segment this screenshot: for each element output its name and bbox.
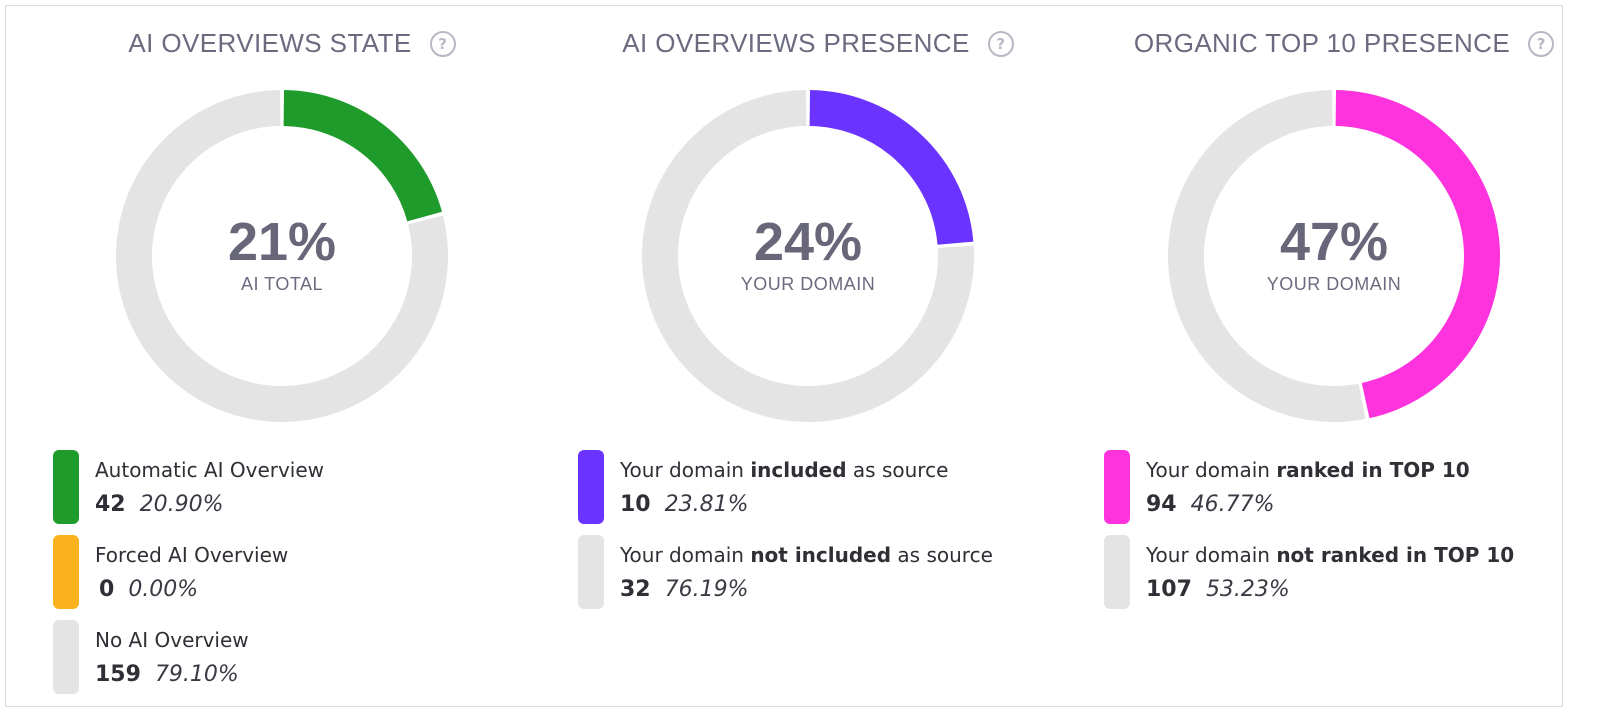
question-circle-icon[interactable]: ? <box>429 30 456 57</box>
legend-swatch <box>1104 535 1130 609</box>
legend-item[interactable]: Forced AI Overview 0 0.00% <box>53 535 533 620</box>
center-label: YOUR DOMAIN <box>740 274 876 294</box>
panel-organic-top-10-presence: ORGANIC TOP 10 PRESENCE ? 47% YOUR DOMAI… <box>1074 6 1600 706</box>
legend-label: Automatic AI Overview <box>95 458 325 482</box>
dashboard-card: AI OVERVIEWS STATE ? 21% AI TOTAL Automa… <box>5 5 1563 707</box>
donut-center: 21% AI TOTAL <box>152 212 412 295</box>
donut-chart <box>1168 90 1500 422</box>
legend-swatch <box>578 450 604 524</box>
legend-percent: 46.77% <box>1190 492 1275 517</box>
legend-label: Your domain included as source <box>620 458 949 482</box>
legend-swatch <box>1104 450 1130 524</box>
center-percent: 47% <box>1279 212 1389 272</box>
legend-label: Your domain not included as source <box>620 543 993 567</box>
panel-header: AI OVERVIEWS STATE ? <box>22 28 562 59</box>
legend-label: No AI Overview <box>95 628 249 652</box>
center-label: AI TOTAL <box>240 274 324 294</box>
legend-swatch <box>578 535 604 609</box>
legend-item[interactable]: Automatic AI Overview 42 20.90% <box>53 450 533 535</box>
panel-title: AI OVERVIEWS STATE <box>128 28 412 58</box>
legend-percent: 79.10% <box>154 662 239 687</box>
legend-count: 10 <box>620 492 651 517</box>
legend: Automatic AI Overview 42 20.90% Forced AI… <box>53 450 533 705</box>
donut-slice-0[interactable] <box>809 90 974 246</box>
donut-slice-0[interactable] <box>283 90 442 222</box>
legend: Your domain included as source 10 23.81% … <box>578 450 1058 620</box>
donut-chart <box>642 90 974 422</box>
legend-values: 32 76.19% <box>620 577 749 602</box>
legend-percent: 23.81% <box>664 492 749 517</box>
legend-count: 94 <box>1146 492 1177 517</box>
question-circle-icon[interactable]: ? <box>987 30 1014 57</box>
legend-swatch <box>53 450 79 524</box>
legend-percent: 76.19% <box>664 577 749 602</box>
legend-values: 94 46.77% <box>1146 492 1275 517</box>
legend-percent: 0.00% <box>128 577 199 602</box>
center-label: YOUR DOMAIN <box>1266 274 1402 294</box>
donut-slice-1[interactable] <box>642 90 974 422</box>
legend-percent: 20.90% <box>139 492 224 517</box>
legend-label: Your domain ranked in TOP 10 <box>1146 458 1470 482</box>
legend-label: Your domain not ranked in TOP 10 <box>1146 543 1515 567</box>
legend-count: 107 <box>1146 577 1192 602</box>
legend-values: 0 0.00% <box>95 577 198 602</box>
panel-header: ORGANIC TOP 10 PRESENCE ? <box>1074 28 1600 59</box>
donut-slice-1[interactable] <box>1168 90 1366 422</box>
legend-values: 42 20.90% <box>95 492 224 517</box>
legend-item[interactable]: Your domain not ranked in TOP 10 107 53.2… <box>1104 535 1584 620</box>
donut-center: 47% YOUR DOMAIN <box>1204 212 1464 295</box>
legend: Your domain ranked in TOP 10 94 46.77% Yo… <box>1104 450 1584 620</box>
legend-count: 42 <box>95 492 126 517</box>
legend-item[interactable]: Your domain included as source 10 23.81% <box>578 450 1058 535</box>
panel-ai-overviews-state: AI OVERVIEWS STATE ? 21% AI TOTAL Automa… <box>22 6 562 706</box>
legend-values: 159 79.10% <box>95 662 239 687</box>
legend-count: 32 <box>620 577 651 602</box>
panel-ai-overviews-presence: AI OVERVIEWS PRESENCE ? 24% YOUR DOMAIN … <box>548 6 1088 706</box>
donut-center: 24% YOUR DOMAIN <box>678 212 938 295</box>
panel-title: AI OVERVIEWS PRESENCE <box>622 28 970 58</box>
donut-chart <box>116 90 448 422</box>
center-percent: 21% <box>227 212 337 272</box>
panel-title: ORGANIC TOP 10 PRESENCE <box>1133 28 1511 58</box>
legend-swatch <box>53 620 79 694</box>
legend-label: Forced AI Overview <box>95 543 289 567</box>
legend-item[interactable]: Your domain not included as source 32 76.… <box>578 535 1058 620</box>
legend-item[interactable]: No AI Overview 159 79.10% <box>53 620 533 705</box>
legend-swatch <box>53 535 79 609</box>
legend-percent: 53.23% <box>1205 577 1290 602</box>
legend-item[interactable]: Your domain ranked in TOP 10 94 46.77% <box>1104 450 1584 535</box>
panel-header: AI OVERVIEWS PRESENCE ? <box>548 28 1088 59</box>
legend-values: 107 53.23% <box>1146 577 1290 602</box>
center-percent: 24% <box>753 212 863 272</box>
donut-slice-0[interactable] <box>1335 90 1500 419</box>
legend-count: 159 <box>95 662 141 687</box>
donut-slice-2[interactable] <box>116 90 448 422</box>
legend-count: 0 <box>99 577 115 602</box>
legend-values: 10 23.81% <box>620 492 749 517</box>
question-circle-icon[interactable]: ? <box>1528 30 1555 57</box>
